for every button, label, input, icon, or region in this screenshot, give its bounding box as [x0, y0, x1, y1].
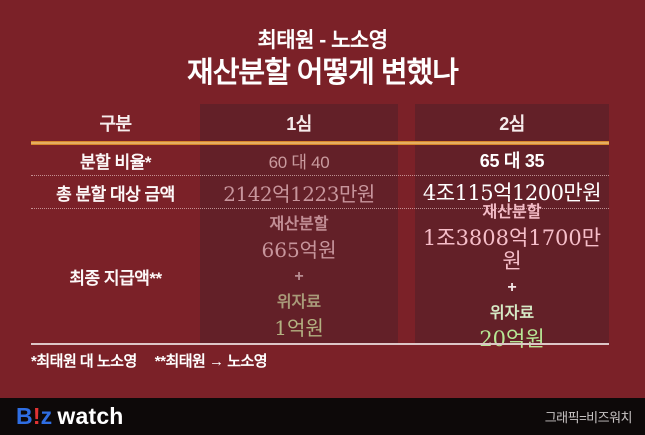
footer-bar: B!z watch 그래픽=비즈워치	[0, 398, 645, 435]
trial1-division-value: 665억원	[261, 237, 337, 262]
ratio-trial2-value: 65 대 35	[479, 151, 545, 171]
final-row-label: 최종 지급액**	[69, 268, 162, 288]
logo-exclamation: !	[32, 403, 41, 429]
footnote-1: *최태원 대 노소영	[31, 353, 137, 370]
bizwatch-logo: B!z watch	[16, 403, 124, 430]
trial1-alimony-value: 1억원	[274, 315, 324, 340]
trial2-division-label: 재산분할	[482, 204, 542, 221]
title-names: 최태원 - 노소영	[257, 29, 388, 52]
table-header-row: 구분 1심 2심	[31, 104, 609, 141]
header-divider-line	[31, 141, 609, 145]
total-trial1-value: 2142억1223만원	[223, 181, 375, 206]
final-trial1-cell: 재산분할 665억원 + 위자료 1억원	[200, 209, 398, 343]
trial1-plus-sign: +	[294, 267, 304, 285]
trial1-alimony-label: 위자료	[276, 293, 322, 311]
footnote-2: **최태원 → 노소영	[154, 353, 268, 370]
final-trial2-cell: 재산분할 1조3808억1700만원 + 위자료 20억원	[415, 204, 609, 351]
logo-letter-b: B	[16, 403, 33, 429]
total-row-label: 총 분할 대상 금액	[56, 184, 175, 204]
ratio-row: 분할 비율* 60 대 40 65 대 35	[31, 145, 609, 176]
table-bottom-border	[31, 343, 609, 345]
footnotes: *최태원 대 노소영 **최태원 → 노소영	[31, 350, 268, 371]
total-amount-row: 총 분할 대상 금액 2142억1223만원 4조115억1200만원	[31, 176, 609, 209]
header-category: 구분	[99, 113, 132, 134]
final-payment-row: 최종 지급액** 재산분할 665억원 + 위자료 1억원 재산분할 1조380…	[31, 204, 609, 351]
title-block: 최태원 - 노소영 재산분할 어떻게 변했나	[0, 27, 645, 92]
column-gap	[398, 209, 415, 343]
header-trial1: 1심	[286, 113, 312, 134]
final-trial1-stack: 재산분할 665억원 + 위자료 1억원	[262, 213, 337, 340]
total-trial2-value: 4조115억1200만원	[422, 181, 602, 205]
trial2-division-value: 1조3808억1700만원	[422, 226, 602, 273]
ratio-row-label: 분할 비율*	[80, 152, 151, 172]
trial2-plus-sign: +	[507, 279, 517, 296]
ratio-trial1-value: 60 대 40	[268, 152, 330, 172]
comparison-table: 구분 1심 2심 분할 비율* 60 대 40 65 대 35 총 분할 대상 …	[31, 104, 609, 351]
trial2-alimony-value: 20억원	[479, 327, 545, 351]
trial1-division-label: 재산분할	[269, 215, 329, 233]
page-title: 재산분할 어떻게 변했나	[187, 57, 459, 89]
final-trial2-stack: 재산분할 1조3808억1700만원 + 위자료 20억원	[415, 201, 609, 351]
trial2-alimony-label: 위자료	[489, 305, 535, 322]
header-trial2: 2심	[499, 113, 525, 134]
graphic-credit: 그래픽=비즈워치	[544, 410, 633, 425]
logo-letter-z: z	[40, 403, 53, 429]
logo-watch-text: watch	[57, 403, 124, 429]
